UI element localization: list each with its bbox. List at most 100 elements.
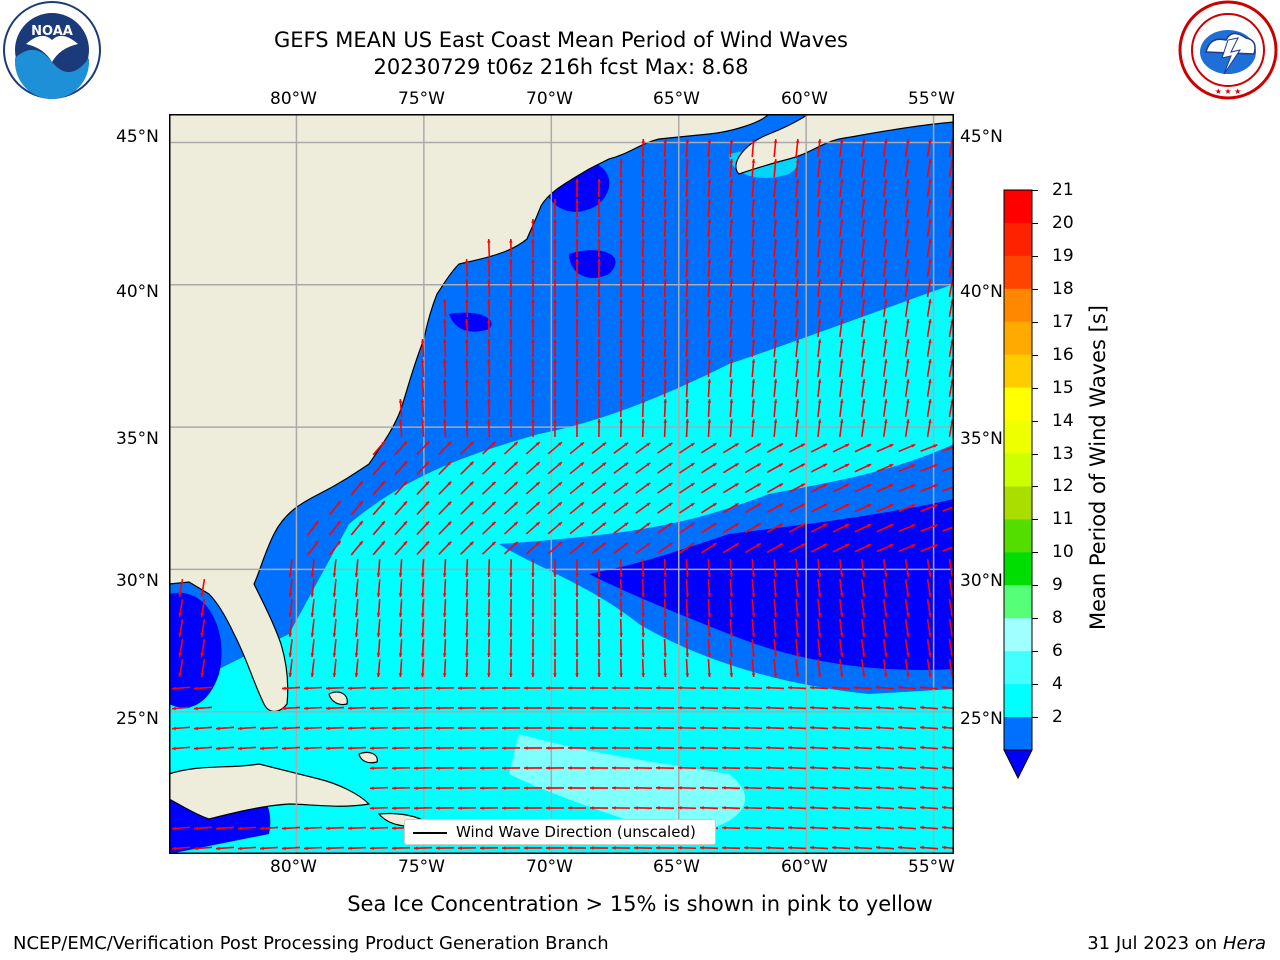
direction-arrow-head — [920, 745, 924, 750]
direction-arrow-head — [524, 786, 528, 790]
direction-arrow-head — [751, 219, 756, 223]
direction-arrow-head — [700, 846, 704, 850]
direction-arrow-head — [348, 746, 352, 751]
direction-arrow-head — [447, 441, 452, 446]
direction-arrow-head — [376, 613, 381, 617]
lon-label-bottom-55w: 55°W — [908, 857, 955, 877]
direction-arrow-head — [663, 653, 668, 657]
direction-arrow-head — [663, 319, 668, 323]
direction-arrow-head — [685, 279, 690, 283]
direction-arrow-head — [553, 573, 557, 577]
direction-arrow-head — [381, 541, 385, 546]
direction-arrow-head — [414, 786, 418, 790]
direction-arrow-head — [839, 299, 844, 303]
direction-arrow-head — [823, 443, 828, 448]
colorbar-tick-mark — [1032, 618, 1038, 620]
direction-arrow-head — [839, 259, 844, 263]
direction-arrow-head — [663, 159, 668, 163]
direction-arrow-head — [524, 746, 528, 750]
direction-arrow-head — [911, 444, 916, 448]
direction-arrow-head — [751, 339, 756, 343]
direction-arrow-head — [663, 633, 668, 637]
colorbar-tick-label: 4 — [1052, 674, 1063, 695]
direction-arrow-head — [624, 542, 629, 547]
direction-arrow-head — [480, 786, 484, 790]
direction-arrow-head — [678, 786, 682, 790]
direction-arrow-head — [928, 319, 932, 323]
direction-arrow-head — [458, 786, 462, 790]
direction-arrow-head — [575, 299, 579, 303]
direction-arrow-head — [480, 846, 484, 850]
direction-arrow-head — [928, 633, 932, 637]
direction-arrow-head — [928, 613, 932, 617]
direction-arrow-head — [568, 766, 572, 770]
direction-arrow-head — [911, 464, 916, 468]
direction-arrow-head — [370, 726, 374, 731]
direction-arrow-head — [531, 339, 535, 343]
direction-arrow-head — [646, 482, 651, 487]
direction-arrow-head — [883, 613, 888, 617]
direction-arrow-head — [788, 825, 792, 830]
colorbar-tick-mark — [1032, 519, 1038, 521]
direction-arrow-head — [332, 613, 337, 617]
direction-arrow-head — [641, 399, 646, 403]
direction-arrow-head — [933, 524, 938, 528]
direction-arrow-head — [546, 806, 550, 810]
direction-arrow-head — [641, 199, 646, 203]
direction-arrow-head — [575, 633, 579, 637]
direction-arrow-head — [509, 593, 513, 597]
direction-arrow-head — [854, 785, 858, 790]
direction-arrow-head — [392, 686, 396, 691]
direction-arrow-head — [729, 219, 734, 223]
direction-arrow-head — [876, 785, 880, 790]
direction-arrow-head — [597, 319, 601, 323]
direction-arrow-head — [619, 179, 623, 183]
direction-arrow-head — [619, 159, 623, 163]
direction-arrow-head — [795, 633, 800, 637]
direction-arrow-head — [773, 179, 778, 183]
direction-arrow-head — [575, 379, 579, 383]
direction-arrow-head — [817, 573, 822, 577]
lat-label-left-35n: 35°N — [116, 429, 159, 449]
direction-arrow-head — [172, 826, 176, 831]
direction-arrow-head — [392, 706, 396, 711]
direction-arrow-head — [425, 541, 430, 546]
direction-arrow-head — [663, 219, 668, 223]
direction-arrow-head — [867, 544, 872, 548]
direction-arrow-head — [238, 846, 242, 851]
direction-arrow-head — [712, 443, 717, 447]
direction-arrow-head — [590, 706, 594, 710]
direction-arrow-head — [381, 481, 385, 486]
direction-arrow-head — [845, 524, 850, 528]
direction-arrow-head — [722, 765, 726, 770]
direction-arrow-head — [707, 573, 712, 577]
direction-arrow-head — [920, 705, 924, 710]
direction-arrow-head — [832, 825, 836, 830]
direction-arrow-head — [619, 319, 623, 323]
direction-arrow-head — [839, 339, 844, 343]
direction-arrow-head — [624, 482, 629, 487]
direction-arrow-head — [414, 846, 418, 850]
direction-arrow-head — [751, 199, 756, 203]
direction-arrow-head — [238, 726, 242, 731]
direction-arrow-head — [876, 845, 880, 850]
direction-arrow-head — [707, 279, 712, 283]
direction-arrow-head — [597, 633, 601, 637]
direction-arrow-head — [580, 442, 584, 446]
direction-arrow-head — [370, 826, 374, 831]
direction-arrow — [942, 526, 954, 532]
direction-arrow-head — [575, 199, 579, 203]
direction-arrow-head — [469, 501, 474, 506]
direction-arrow-head — [513, 541, 518, 546]
direction-arrow-head — [619, 633, 623, 637]
direction-arrow-head — [487, 593, 491, 597]
direction-arrow-head — [535, 542, 540, 546]
direction-arrow-head — [854, 825, 858, 830]
direction-arrow-head — [817, 319, 822, 323]
direction-arrow-head — [524, 686, 528, 690]
direction-arrow-head — [575, 419, 579, 423]
direction-arrow-head — [810, 825, 814, 830]
direction-arrow-head — [788, 845, 792, 850]
direction-arrow-head — [800, 483, 805, 488]
direction-arrow-head — [354, 653, 359, 657]
